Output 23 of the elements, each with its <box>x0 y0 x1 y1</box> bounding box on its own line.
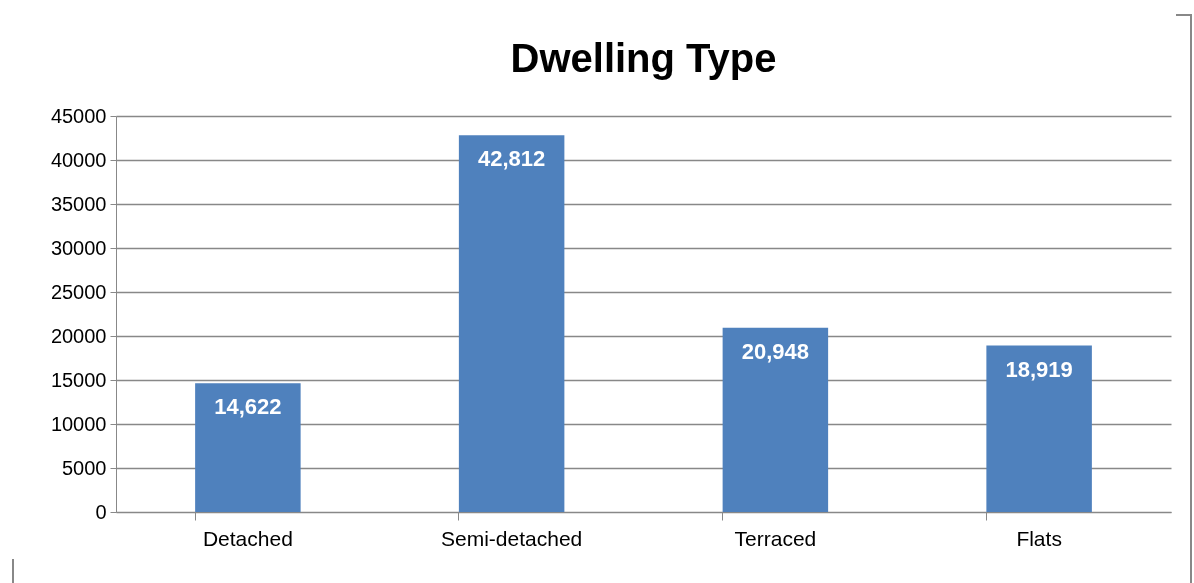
y-tick-label: 30000 <box>50 236 107 259</box>
x-tick-label: Flats <box>1016 526 1062 550</box>
y-tick-label: 45000 <box>50 104 107 127</box>
chart-title: Dwelling Type <box>510 36 777 80</box>
y-tick-label: 35000 <box>50 192 107 215</box>
bar <box>986 345 1092 512</box>
data-label: 18,919 <box>1005 356 1073 382</box>
x-tick-label: Detached <box>202 526 293 550</box>
x-tick-label: Semi-detached <box>441 526 583 550</box>
bar <box>458 135 565 512</box>
y-tick-label: 10000 <box>50 412 107 435</box>
bar <box>722 327 829 512</box>
data-label: 20,948 <box>741 338 810 364</box>
y-tick-label: 5000 <box>62 456 107 479</box>
x-tick-label: Terraced <box>734 526 817 550</box>
y-tick-label: 0 <box>95 500 107 523</box>
bar <box>195 383 301 512</box>
data-label: 42,812 <box>477 146 546 172</box>
y-tick-label: 20000 <box>50 324 107 347</box>
y-tick-label: 40000 <box>50 148 107 171</box>
y-tick-label: 15000 <box>50 368 107 391</box>
data-label: 14,622 <box>214 394 282 420</box>
y-tick-label: 25000 <box>50 280 107 303</box>
